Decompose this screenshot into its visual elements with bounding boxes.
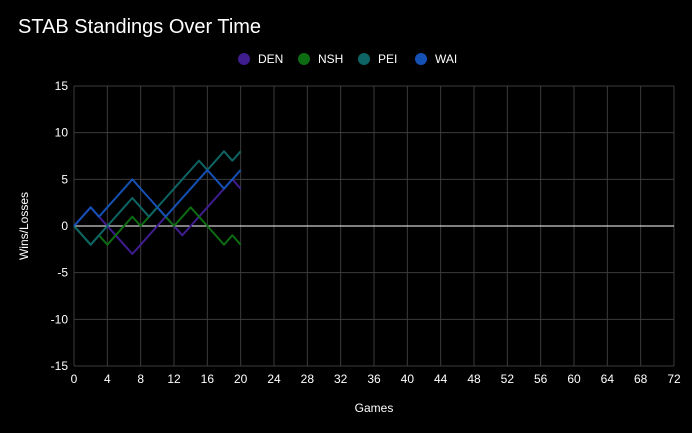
x-tick-label: 68 bbox=[634, 372, 648, 386]
legend-item-pei[interactable]: PEI bbox=[358, 52, 397, 66]
x-tick-label: 48 bbox=[467, 372, 481, 386]
x-tick-label: 20 bbox=[234, 372, 248, 386]
legend-label: NSH bbox=[318, 52, 343, 66]
x-axis-title: Games bbox=[355, 401, 394, 415]
x-tick-label: 0 bbox=[71, 372, 78, 386]
x-tick-label: 36 bbox=[367, 372, 381, 386]
legend-item-nsh[interactable]: NSH bbox=[298, 52, 343, 66]
x-tick-label: 8 bbox=[137, 372, 144, 386]
series-line-den bbox=[73, 178, 242, 255]
x-tick-label: 56 bbox=[534, 372, 548, 386]
x-tick-label: 52 bbox=[501, 372, 515, 386]
y-tick-label: -10 bbox=[51, 312, 69, 326]
x-axis-ticks: 0 4 8 12 16 20 24 28 32 36 40 44 48 52 56 60 64 68 72 bbox=[71, 372, 681, 386]
y-tick-label: 15 bbox=[55, 79, 69, 93]
y-tick-label: 5 bbox=[61, 172, 68, 186]
legend-item-den[interactable]: DEN bbox=[238, 52, 283, 66]
y-tick-label: 0 bbox=[61, 219, 68, 233]
legend-swatch bbox=[238, 53, 250, 65]
x-tick-label: 24 bbox=[267, 372, 281, 386]
x-tick-label: 32 bbox=[334, 372, 348, 386]
x-tick-label: 4 bbox=[104, 372, 111, 386]
series-lines bbox=[73, 150, 242, 255]
legend-swatch bbox=[298, 53, 310, 65]
x-tick-label: 40 bbox=[401, 372, 415, 386]
x-tick-label: 12 bbox=[167, 372, 181, 386]
chart-title: STAB Standings Over Time bbox=[18, 16, 262, 38]
x-tick-label: 28 bbox=[301, 372, 315, 386]
x-tick-label: 64 bbox=[601, 372, 615, 386]
legend-item-wai[interactable]: WAI bbox=[415, 52, 457, 66]
series-line-wai bbox=[73, 169, 242, 227]
y-tick-label: -5 bbox=[57, 266, 68, 280]
legend-label: DEN bbox=[258, 52, 283, 66]
legend-swatch bbox=[358, 53, 370, 65]
legend-label: PEI bbox=[378, 52, 397, 66]
legend-swatch bbox=[415, 53, 427, 65]
legend-label: WAI bbox=[435, 52, 457, 66]
y-axis-title: Wins/Losses bbox=[17, 192, 31, 260]
x-tick-label: 60 bbox=[567, 372, 581, 386]
y-axis-ticks: 15 10 5 0 -5 -10 -15 bbox=[51, 79, 69, 373]
x-tick-label: 16 bbox=[201, 372, 215, 386]
y-tick-label: -15 bbox=[51, 359, 69, 373]
y-tick-label: 10 bbox=[55, 126, 69, 140]
x-tick-label: 72 bbox=[667, 372, 681, 386]
x-tick-label: 44 bbox=[434, 372, 448, 386]
legend[interactable]: DEN NSH PEI WAI bbox=[238, 52, 457, 66]
